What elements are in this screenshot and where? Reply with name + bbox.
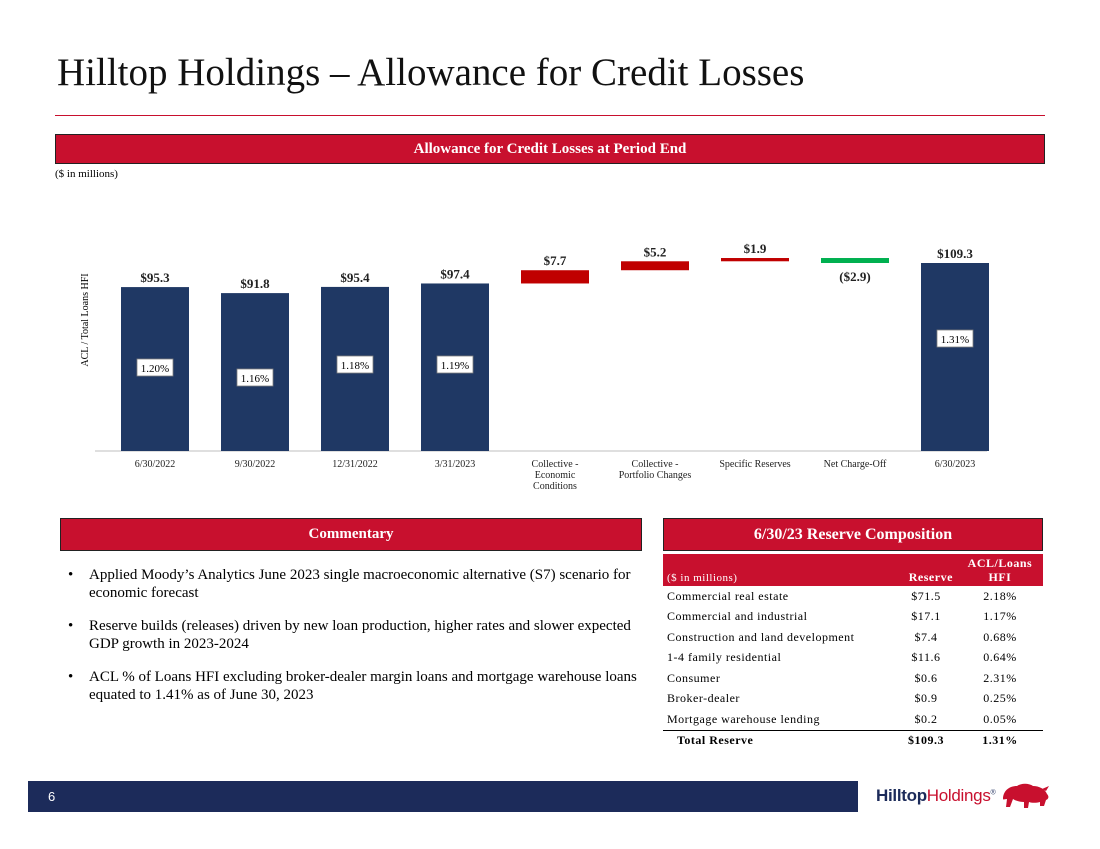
footer-bar: 6 HilltopHoldings® (28, 774, 1068, 818)
x-tick-label: 12/31/2022 (332, 459, 378, 470)
bar (821, 258, 889, 264)
col-ratio: ACL/Loans HFI (956, 554, 1043, 586)
ratio-label: 1.16% (241, 373, 269, 385)
ratio-label: 1.31% (941, 334, 969, 346)
company-logo: HilltopHoldings® (858, 774, 1068, 818)
row-reserve: $0.2 (914, 711, 938, 726)
y-axis-label: ACL / Total Loans HFI (80, 273, 91, 366)
ratio-box (436, 355, 474, 374)
total-reserve: $109.3 (895, 729, 957, 751)
bison-logo-icon (1003, 783, 1050, 808)
col-reserve: Reserve (895, 554, 957, 586)
commentary-text: Reserve builds (releases) driven by new … (89, 618, 631, 652)
row-ratio: 0.25% (983, 691, 1017, 706)
reserve-header: 6/30/23 Reserve Composition (663, 518, 1043, 551)
bullet-dot: • (68, 618, 74, 634)
ratio-label: 1.19% (441, 360, 469, 372)
row-label: Mortgage warehouse lending (667, 711, 820, 726)
table-row: Commercial real estate $71.5 2.18% (663, 586, 1043, 607)
total-row: Total Reserve $109.3 1.31% (663, 729, 1043, 751)
bar (521, 270, 589, 284)
data-label: $5.2 (644, 244, 667, 259)
commentary-bullet: • Reserve builds (releases) driven by new… (68, 617, 638, 653)
data-label: ($2.9) (839, 269, 870, 284)
data-label: $1.9 (744, 241, 767, 256)
commentary-header: Commentary (60, 518, 642, 551)
commentary-text: Applied Moody’s Analytics June 2023 sing… (89, 567, 631, 601)
x-tick-label: Net Charge-Off (824, 459, 887, 470)
row-reserve: $17.1 (911, 609, 941, 624)
page-title: Hilltop Holdings – Allowance for Credit … (57, 51, 805, 94)
ratio-box (236, 368, 274, 387)
x-tick-label: Collective -Portfolio Changes (619, 459, 692, 481)
bullet-dot: • (68, 669, 74, 685)
row-reserve: $11.6 (911, 650, 941, 665)
title-divider (55, 115, 1045, 116)
commentary-list: • Applied Moody’s Analytics June 2023 sin… (68, 566, 638, 719)
x-tick-label: 6/30/2023 (935, 459, 976, 470)
reserve-table: ($ in millions) Reserve ACL/Loans HFI Com… (663, 554, 1043, 751)
table-row: Construction and land development $7.4 0.6… (663, 627, 1043, 648)
row-reserve: $0.6 (914, 670, 938, 685)
row-ratio: 1.17% (983, 609, 1017, 624)
row-reserve: $71.5 (911, 588, 941, 603)
row-label: Broker-dealer (667, 691, 740, 706)
data-label: $95.3 (140, 270, 170, 285)
bar (921, 263, 989, 451)
data-label: $91.8 (240, 276, 270, 291)
row-ratio: 0.05% (983, 711, 1017, 726)
x-tick-label: 9/30/2022 (235, 459, 276, 470)
row-label: Commercial real estate (667, 588, 789, 603)
bar (621, 261, 689, 271)
chart-header-banner: Allowance for Credit Losses at Period En… (55, 134, 1045, 164)
total-label: Total Reserve (663, 729, 896, 751)
x-tick-label: 6/30/2022 (135, 459, 176, 470)
acl-waterfall-chart: ACL / Total Loans HFI $95.3 1.20% 6/30/2022… (80, 241, 989, 492)
total-ratio: 1.31% (956, 729, 1043, 751)
ratio-box (936, 329, 974, 348)
x-tick-label: Specific Reserves (719, 459, 790, 470)
table-row: Broker-dealer $0.9 0.25% (663, 689, 1043, 710)
page-number: 6 (48, 789, 56, 804)
data-label: $97.4 (440, 266, 470, 281)
x-tick-label: 3/31/2023 (435, 459, 476, 470)
ratio-label: 1.18% (341, 360, 369, 372)
x-tick-label: Collective -Economic Conditions (532, 459, 579, 492)
ratio-label: 1.20% (141, 363, 169, 375)
commentary-bullet: • Applied Moody’s Analytics June 2023 sin… (68, 566, 638, 602)
bullet-dot: • (68, 567, 74, 583)
data-label: $7.7 (544, 253, 567, 268)
row-ratio: 2.31% (983, 670, 1017, 685)
table-row: Commercial and industrial $17.1 1.17% (663, 607, 1043, 628)
row-label: Construction and land development (667, 629, 855, 644)
row-label: Commercial and industrial (667, 609, 808, 624)
table-row: Consumer $0.6 2.31% (663, 668, 1043, 689)
row-label: 1-4 family residential (667, 650, 782, 665)
commentary-bullet: • ACL % of Loans HFI excluding broker-dea… (68, 668, 638, 704)
row-reserve: $0.9 (914, 691, 938, 706)
logo-wordmark: HilltopHoldings® (876, 786, 996, 805)
row-label: Consumer (667, 670, 721, 685)
reserve-table-header: ($ in millions) Reserve ACL/Loans HFI (663, 554, 1043, 586)
row-reserve: $7.4 (914, 629, 938, 644)
row-ratio: 0.68% (983, 629, 1017, 644)
col-units: ($ in millions) (663, 554, 896, 586)
table-row: 1-4 family residential $11.6 0.64% (663, 648, 1043, 669)
ratio-box (336, 355, 374, 374)
table-row: Mortgage warehouse lending $0.2 0.05% (663, 709, 1043, 730)
units-note: ($ in millions) (55, 168, 118, 180)
data-label: $95.4 (340, 270, 370, 285)
row-ratio: 0.64% (983, 650, 1017, 665)
bar (721, 258, 789, 262)
row-ratio: 2.18% (983, 588, 1017, 603)
commentary-text: ACL % of Loans HFI excluding broker-deal… (89, 669, 637, 703)
data-label: $109.3 (937, 246, 973, 261)
ratio-box (136, 358, 174, 377)
